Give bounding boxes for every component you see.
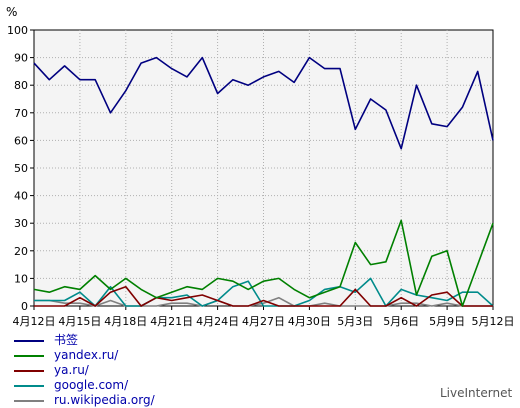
- x-tick-label: 4月15日: [58, 315, 101, 328]
- y-tick-label: 80: [14, 79, 28, 92]
- y-tick-label: 30: [14, 217, 28, 230]
- legend-item-wikipedia: ru.wikipedia.org/: [14, 393, 155, 408]
- legend-label: google.com/: [54, 378, 129, 392]
- x-axis: 4月12日 4月15日 4月18日 4月21日 4月24日 4月27日 4月30日 5月3日 5…: [13, 306, 515, 328]
- y-tick-label: 70: [14, 107, 28, 120]
- legend-swatch: [14, 369, 44, 372]
- legend-label: yandex.ru/: [54, 348, 119, 362]
- y-tick-label: 10: [14, 272, 28, 285]
- legend-swatch: [14, 399, 44, 402]
- legend-item-yandex: yandex.ru/: [14, 348, 155, 363]
- y-tick-label: 40: [14, 190, 28, 203]
- x-tick-label: 4月21日: [150, 315, 193, 328]
- legend-label: ru.wikipedia.org/: [54, 393, 155, 407]
- y-tick-label: 20: [14, 245, 28, 258]
- legend-swatch: [14, 354, 44, 357]
- x-tick-label: 5月6日: [383, 315, 419, 328]
- series-lines: [33, 56, 494, 307]
- series-line-ya-ru: [34, 285, 493, 307]
- y-axis: 0 10 20 30 40 50 60 70 80 90 100: [7, 24, 34, 313]
- series-line-ru-wikipedia-org: [34, 296, 493, 307]
- x-tick-label: 4月27日: [242, 315, 285, 328]
- credit-text: LiveInternet: [440, 386, 513, 400]
- x-tick-label: 5月12日: [472, 315, 515, 328]
- y-axis-label: %: [6, 5, 17, 19]
- x-tick-label: 4月18日: [104, 315, 147, 328]
- grid-lines: [34, 30, 493, 306]
- x-tick-label: 5月3日: [337, 315, 373, 328]
- legend: 书签 yandex.ru/ ya.ru/ google.com/ ru.wiki…: [14, 333, 155, 408]
- y-tick-label: 100: [7, 24, 28, 37]
- y-tick-label: 0: [21, 300, 28, 313]
- y-tick-label: 50: [14, 162, 28, 175]
- legend-item-bookmarks: 书签: [14, 333, 155, 348]
- x-tick-label: 4月30日: [288, 315, 331, 328]
- legend-item-google: google.com/: [14, 378, 155, 393]
- legend-item-ya: ya.ru/: [14, 363, 155, 378]
- legend-label: ya.ru/: [54, 363, 89, 377]
- legend-swatch: [14, 339, 44, 342]
- series-line-yandex-ru: [33, 219, 494, 307]
- x-tick-label: 5月9日: [429, 315, 465, 328]
- series-line-: [33, 56, 494, 150]
- legend-label: 书签: [54, 333, 79, 347]
- y-tick-label: 90: [14, 52, 28, 65]
- x-tick-label: 4月24日: [196, 315, 239, 328]
- x-tick-label: 4月12日: [13, 315, 56, 328]
- y-tick-label: 60: [14, 134, 28, 147]
- legend-swatch: [14, 384, 44, 387]
